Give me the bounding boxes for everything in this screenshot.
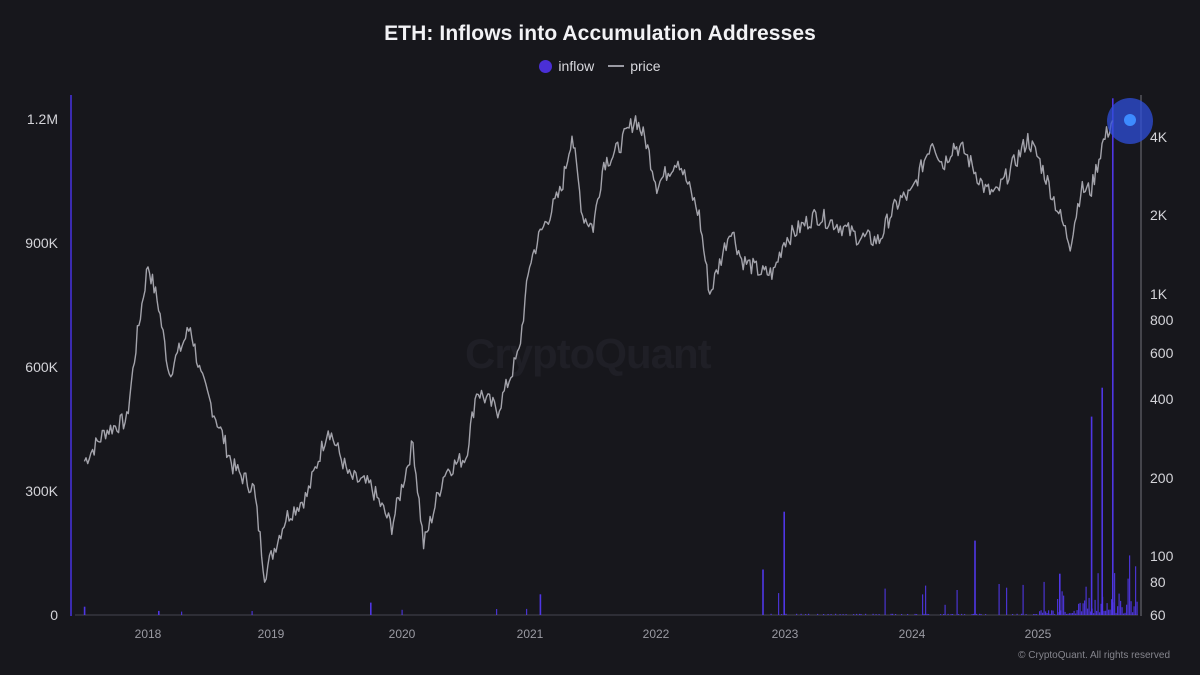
- highlight-dot[interactable]: [1124, 114, 1136, 126]
- y-left-tick: 1.2M: [26, 111, 58, 127]
- y-right-tick: 200: [1150, 470, 1174, 486]
- y-left-tick: 600K: [25, 359, 58, 375]
- x-tick: 2021: [516, 627, 544, 641]
- y-right-tick: 800: [1150, 312, 1174, 328]
- x-tick: 2020: [388, 627, 416, 641]
- legend-label-inflow: inflow: [558, 58, 595, 74]
- inflow-swatch-icon: [539, 59, 553, 73]
- y-right-tick: 1K: [1150, 286, 1168, 302]
- x-tick: 2018: [134, 627, 162, 641]
- x-tick: 2019: [257, 627, 285, 641]
- copyright-text: © CryptoQuant. All rights reserved: [1018, 650, 1170, 661]
- y-right-tick: 400: [1150, 391, 1174, 407]
- legend-label-price: price: [630, 58, 661, 74]
- y-right-tick: 60: [1150, 607, 1166, 623]
- y-right-tick: 2K: [1150, 207, 1168, 223]
- x-tick: 2024: [898, 627, 926, 641]
- y-right-tick: 600: [1150, 345, 1174, 361]
- legend-item-inflow[interactable]: inflow: [539, 58, 594, 74]
- y-left-tick: 300K: [25, 483, 58, 499]
- chart-title: ETH: Inflows into Accumulation Addresses: [384, 22, 816, 45]
- watermark: CryptoQuant: [465, 330, 712, 377]
- y-right-tick: 100: [1150, 548, 1174, 564]
- price-line: [83, 115, 1114, 583]
- x-tick: 2022: [642, 627, 670, 641]
- x-tick: 2025: [1024, 627, 1052, 641]
- inflow-bars: [83, 98, 1138, 616]
- price-swatch-icon: [608, 65, 625, 67]
- y-right-tick: 80: [1150, 574, 1166, 590]
- y-left-tick: 900K: [25, 235, 58, 251]
- x-tick: 2023: [771, 627, 799, 641]
- y-left-tick: 0: [50, 607, 58, 623]
- y-right-tick: 4K: [1150, 129, 1168, 145]
- chart-legend: inflow price: [0, 58, 1200, 74]
- legend-item-price[interactable]: price: [608, 58, 661, 74]
